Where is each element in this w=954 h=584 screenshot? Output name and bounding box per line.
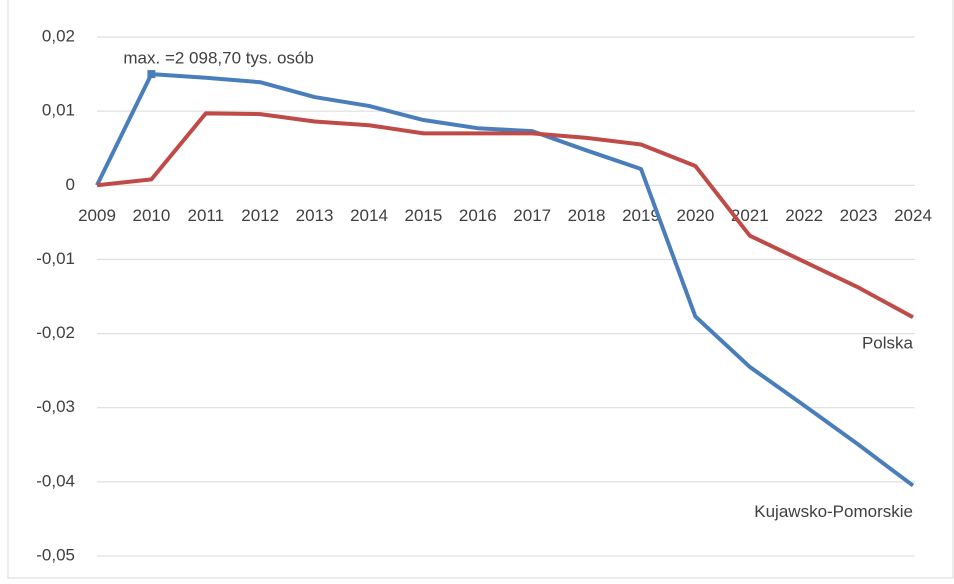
chart-border: [7, 0, 954, 579]
y-tick-label: -0,03: [36, 397, 75, 416]
y-tick-label: 0,02: [42, 26, 75, 45]
max-marker: [147, 70, 156, 79]
x-tick-label: 2012: [241, 206, 279, 225]
y-tick-label: 0: [66, 175, 75, 194]
x-tick-label: 2019: [622, 206, 660, 225]
x-tick-label: 2018: [568, 206, 606, 225]
x-tick-label: 2022: [785, 206, 823, 225]
x-tick-label: 2021: [731, 206, 769, 225]
x-tick-label: 2017: [513, 206, 551, 225]
x-tick-label: 2015: [404, 206, 442, 225]
series-label: Polska: [862, 334, 914, 353]
x-tick-label: 2011: [188, 206, 225, 225]
series-label: Kujawsko-Pomorskie: [754, 502, 913, 521]
series-line: [95, 72, 915, 488]
x-tick-label: 2010: [132, 206, 170, 225]
y-tick-label: -0,05: [36, 545, 75, 564]
y-tick-label: 0,01: [42, 101, 75, 120]
series-line: [96, 111, 914, 320]
y-tick-label: -0,02: [36, 323, 75, 342]
y-tick-label: -0,04: [36, 471, 75, 490]
x-tick-label: 2023: [840, 206, 878, 225]
x-tick-label: 2014: [350, 206, 388, 225]
x-tick-label: 2020: [676, 206, 714, 225]
x-tick-label: 2024: [894, 206, 932, 225]
annotation: max. =2 098,70 tys. osób: [123, 49, 313, 68]
x-tick-label: 2009: [78, 206, 116, 225]
x-tick-label: 2016: [459, 206, 497, 225]
y-tick-label: -0,01: [36, 249, 75, 268]
x-tick-label: 2013: [296, 206, 334, 225]
